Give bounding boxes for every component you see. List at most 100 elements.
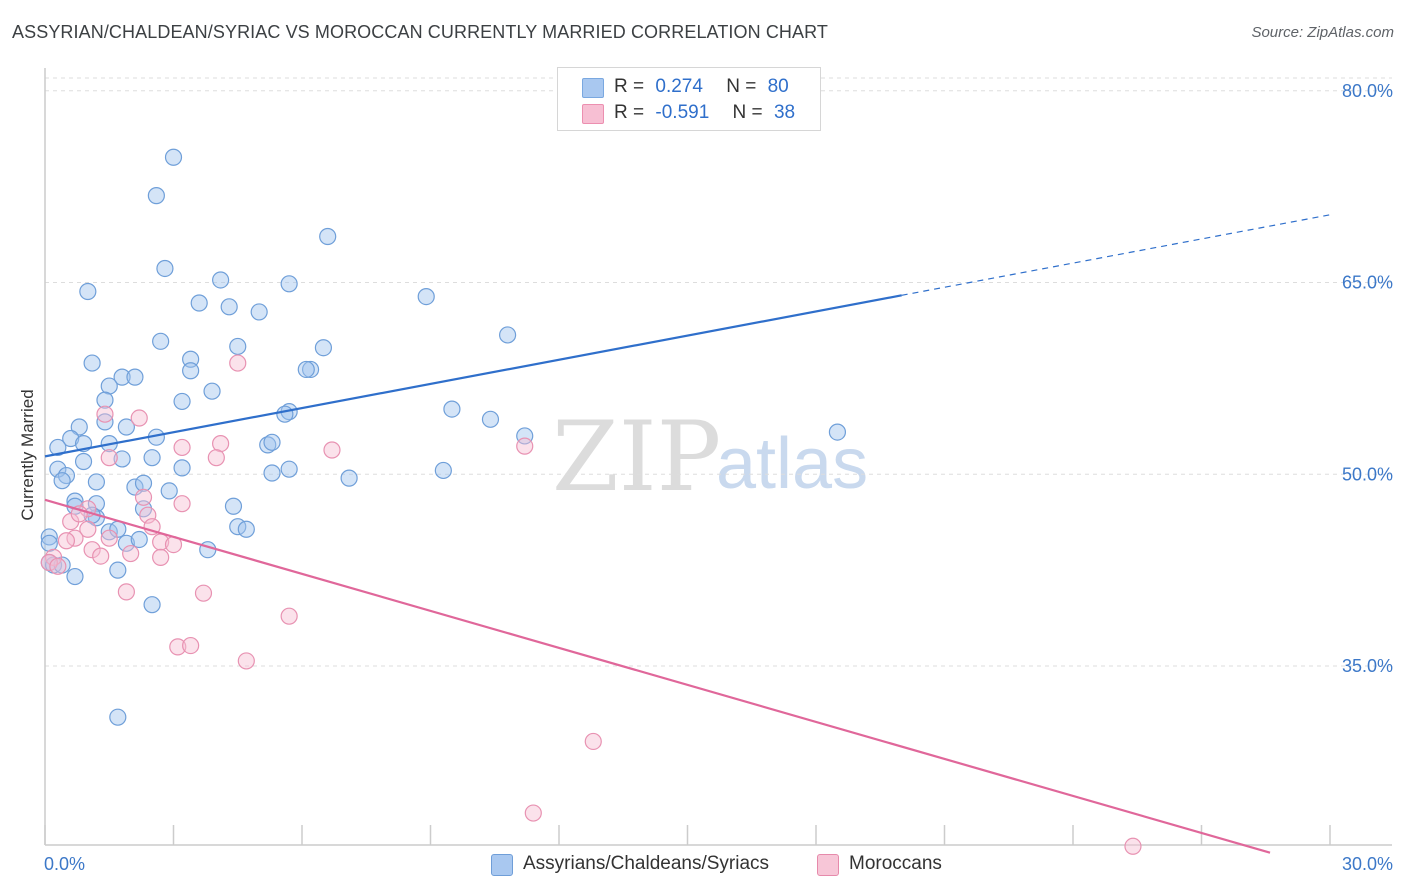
watermark-zip: ZIP	[552, 401, 721, 513]
trend-line-assyrians	[44, 294, 902, 458]
axes	[44, 68, 1392, 846]
data-point	[323, 441, 341, 459]
x-tick-labels: 0.0% 30.0%	[44, 854, 1393, 874]
y-tick-label: 80.0%	[1342, 81, 1393, 101]
data-point	[263, 433, 281, 451]
source-credit: Source: ZipAtlas.com	[1251, 24, 1394, 41]
gridlines	[45, 77, 1392, 667]
data-point	[134, 474, 153, 492]
data-point	[481, 410, 500, 428]
n-label: N =	[732, 102, 763, 123]
data-point	[280, 275, 298, 293]
data-point	[62, 429, 80, 448]
data-point	[40, 553, 58, 572]
legend-label: Assyrians/Chaldeans/Syriacs	[523, 853, 770, 874]
r-label: R =	[614, 76, 645, 97]
data-point	[276, 405, 294, 423]
data-point	[173, 392, 191, 411]
data-point	[83, 354, 101, 372]
data-point	[516, 427, 534, 445]
data-point	[169, 638, 187, 656]
trend-line-assyrians-extension	[901, 214, 1331, 296]
data-point	[100, 529, 118, 547]
data-point	[190, 294, 208, 312]
data-point	[122, 544, 140, 563]
legend-swatch-blue	[582, 78, 604, 98]
x-tick-label: 0.0%	[44, 854, 85, 874]
data-point	[79, 520, 97, 538]
data-point	[173, 459, 191, 477]
data-point	[117, 583, 135, 601]
series-moroccans-points	[40, 354, 1142, 855]
data-point	[113, 368, 131, 386]
legend-swatch-blue	[491, 854, 513, 876]
legend-swatch-pink	[582, 104, 604, 124]
chart-title: ASSYRIAN/CHALDEAN/SYRIAC VS MOROCCAN CUR…	[12, 22, 828, 42]
data-point	[130, 409, 148, 427]
data-point	[147, 187, 165, 205]
data-point	[516, 437, 534, 455]
watermark-atlas: atlas	[716, 424, 868, 504]
n-value: 38	[773, 102, 796, 123]
data-point	[109, 708, 127, 726]
data-point	[130, 530, 148, 549]
y-tick-label: 50.0%	[1342, 464, 1393, 484]
data-point	[96, 405, 114, 423]
data-point	[143, 449, 161, 467]
r-value: -0.591	[655, 102, 710, 123]
data-point	[156, 259, 174, 278]
data-point	[87, 473, 106, 491]
data-point	[263, 464, 281, 482]
data-point	[182, 636, 200, 655]
data-point	[117, 534, 135, 552]
n-label: N =	[726, 76, 757, 97]
data-point	[237, 652, 255, 670]
data-point	[66, 567, 84, 586]
data-point	[194, 584, 213, 602]
data-point	[828, 423, 847, 441]
data-point	[212, 271, 230, 289]
legend-text: R = 0.274 N = 80	[614, 76, 789, 98]
data-point	[117, 418, 135, 436]
trend-line-moroccans	[44, 498, 1271, 854]
y-tick-labels: 80.0% 65.0% 50.0% 35.0%	[1342, 81, 1393, 676]
data-point	[207, 449, 225, 467]
data-point	[109, 561, 127, 579]
data-point	[113, 450, 131, 468]
series-legend: Assyrians/Chaldeans/Syriacs Moroccans	[0, 852, 1406, 878]
data-point	[96, 391, 114, 409]
data-point	[53, 472, 71, 490]
data-point	[237, 520, 255, 538]
data-point	[100, 449, 118, 467]
watermark: ZIP atlas	[552, 401, 868, 513]
legend-label: Moroccans	[849, 853, 942, 874]
data-point	[280, 460, 298, 478]
n-value: 80	[767, 76, 789, 97]
data-point	[49, 438, 67, 457]
data-point	[126, 368, 144, 386]
legend-text: R = -0.591 N = 38	[614, 102, 795, 124]
data-point	[143, 596, 161, 614]
data-point	[524, 804, 542, 822]
data-point	[301, 360, 320, 379]
r-value: 0.274	[655, 76, 703, 97]
data-point	[143, 518, 161, 536]
data-point	[74, 452, 93, 471]
data-point	[83, 541, 101, 559]
data-point	[220, 298, 238, 316]
data-point	[152, 332, 170, 350]
r-label: R =	[614, 102, 645, 123]
legend-swatch-pink	[817, 854, 839, 876]
y-tick-label: 35.0%	[1342, 656, 1393, 676]
data-point	[314, 339, 333, 357]
data-point	[297, 360, 315, 379]
data-point	[164, 148, 183, 166]
data-point	[434, 461, 452, 480]
data-point	[40, 528, 58, 546]
correlation-legend: R = 0.274 N = 80 R = -0.591 N = 38	[557, 67, 821, 131]
data-point	[417, 287, 435, 306]
series-assyrians-points	[40, 148, 847, 726]
data-point	[280, 607, 298, 625]
data-point	[229, 354, 247, 372]
